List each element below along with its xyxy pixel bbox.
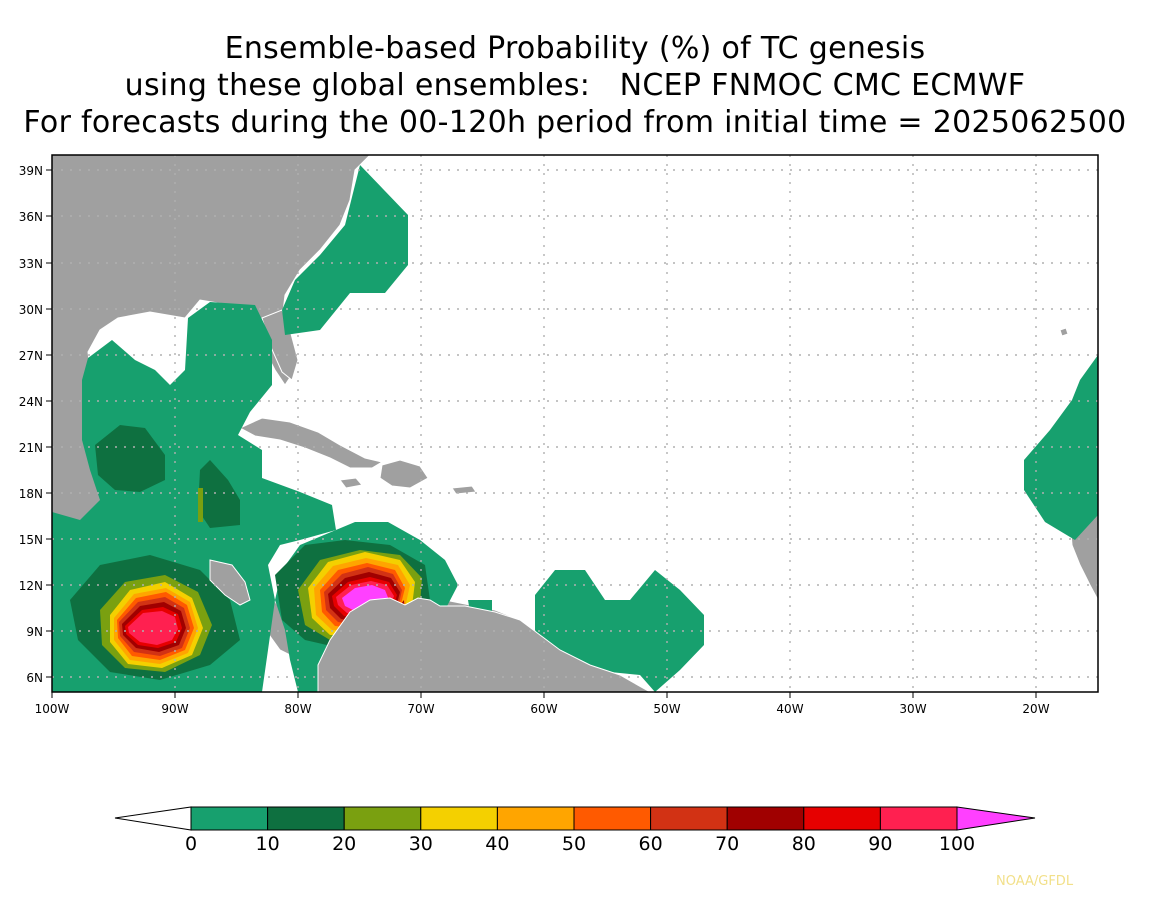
lat-label: 18N bbox=[19, 487, 43, 501]
colorbar-label: 40 bbox=[485, 833, 509, 855]
contour-10-20-yucatan bbox=[198, 460, 240, 528]
contour-90-100-pacific bbox=[128, 611, 178, 645]
colorbar-box bbox=[573, 806, 652, 831]
colorbar-low-arrow bbox=[114, 806, 192, 831]
lon-label: 60W bbox=[530, 702, 557, 716]
colorbar-box bbox=[803, 806, 881, 831]
lon-label: 50W bbox=[653, 702, 680, 716]
lon-label: 90W bbox=[161, 702, 188, 716]
lon-label: 80W bbox=[284, 702, 311, 716]
colorbar-box bbox=[879, 806, 958, 831]
puerto-rico-land bbox=[451, 485, 477, 495]
lat-label: 24N bbox=[19, 395, 43, 409]
jamaica-land bbox=[339, 477, 363, 489]
lat-label: 9N bbox=[26, 625, 43, 639]
credit-label: NOAA/GFDL bbox=[996, 874, 1074, 889]
colorbar-label: 50 bbox=[562, 833, 586, 855]
guatemala-coast bbox=[209, 559, 251, 606]
contour-20-30-yucatan-strip bbox=[198, 488, 203, 522]
colorbar-box bbox=[726, 806, 805, 831]
colorbar-high-arrow bbox=[956, 806, 1036, 831]
colorbar-label: 60 bbox=[639, 833, 663, 855]
probability-contours bbox=[52, 165, 1098, 692]
colorbar-label: 80 bbox=[792, 833, 816, 855]
colorbar: 0 10 20 30 40 50 60 70 80 90 100 bbox=[114, 806, 1036, 855]
lon-label: 100W bbox=[35, 702, 70, 716]
colorbar-label: 0 bbox=[185, 833, 197, 855]
hispaniola-land bbox=[379, 459, 429, 489]
lat-label: 12N bbox=[19, 579, 43, 593]
colorbar-label: 20 bbox=[332, 833, 356, 855]
colorbar-box bbox=[190, 806, 269, 831]
colorbar-label: 70 bbox=[715, 833, 739, 855]
lat-label: 33N bbox=[19, 257, 43, 271]
tick-marks bbox=[46, 169, 1037, 698]
lat-label: 39N bbox=[19, 164, 43, 178]
colorbar-labels: 0 10 20 30 40 50 60 70 80 90 100 bbox=[185, 833, 975, 855]
map-frame bbox=[51, 154, 1099, 693]
colorbar-box bbox=[650, 806, 728, 831]
contour-10-20-gulf bbox=[95, 425, 165, 492]
colorbar-box bbox=[343, 806, 422, 831]
lon-labels: 100W 90W 80W 70W 60W 50W 40W 30W 20W bbox=[35, 702, 1050, 716]
colorbar-box bbox=[420, 806, 498, 831]
colorbar-box bbox=[267, 806, 345, 831]
lon-label: 30W bbox=[899, 702, 926, 716]
lat-label: 6N bbox=[26, 671, 43, 685]
lat-label: 27N bbox=[19, 349, 43, 363]
colorbar-boxes bbox=[190, 806, 958, 831]
colorbar-box bbox=[496, 806, 575, 831]
chart-title: Ensemble-based Probability (%) of TC gen… bbox=[0, 30, 1150, 141]
colorbar-label: 10 bbox=[256, 833, 280, 855]
lon-label: 70W bbox=[407, 702, 434, 716]
land-overlay bbox=[209, 559, 652, 693]
title-line-1: Ensemble-based Probability (%) of TC gen… bbox=[224, 31, 926, 66]
lat-label: 21N bbox=[19, 441, 43, 455]
grid bbox=[52, 155, 1098, 692]
lat-label: 30N bbox=[19, 303, 43, 317]
lon-label: 20W bbox=[1022, 702, 1049, 716]
colorbar-label: 100 bbox=[939, 833, 975, 855]
lat-label: 36N bbox=[19, 210, 43, 224]
canary-islands-land bbox=[1059, 327, 1069, 337]
colorbar-label: 90 bbox=[868, 833, 892, 855]
contour-0-10-us-east bbox=[282, 165, 408, 335]
lat-label: 15N bbox=[19, 533, 43, 547]
title-line-2: using these global ensembles: NCEP FNMOC… bbox=[124, 68, 1026, 103]
lat-labels: 39N 36N 33N 30N 27N 24N 21N 18N 15N 12N … bbox=[19, 164, 43, 685]
lon-label: 40W bbox=[776, 702, 803, 716]
cuba-land bbox=[238, 417, 384, 469]
title-line-3: For forecasts during the 00-120h period … bbox=[23, 105, 1127, 140]
colorbar-label: 30 bbox=[409, 833, 433, 855]
